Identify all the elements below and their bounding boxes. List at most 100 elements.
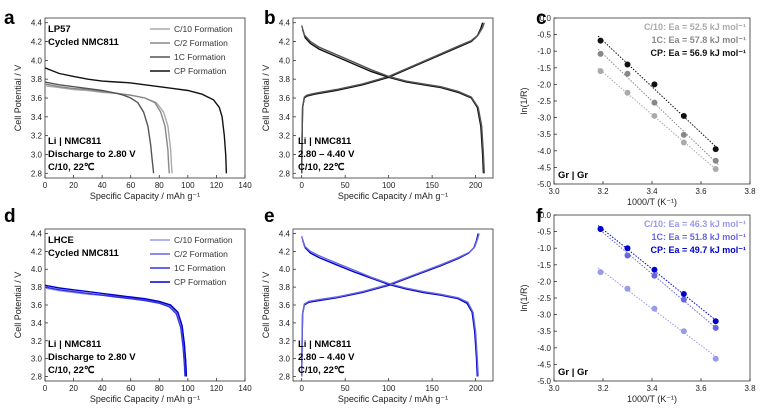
- y-axis-label: Cell Potential / V: [261, 272, 271, 339]
- x-tick-label: 0: [299, 384, 304, 393]
- x-axis-label: Specific Capacity / mAh g⁻¹: [338, 191, 448, 201]
- data-point: [712, 324, 719, 331]
- y-axis-label: Cell Potential / V: [13, 65, 23, 132]
- condition-line: C/10, 22℃: [48, 162, 95, 173]
- y-tick-label: -1.0: [537, 47, 551, 56]
- y-tick-label: 3.8: [31, 283, 43, 292]
- data-point: [597, 37, 604, 44]
- series-line: [45, 284, 188, 377]
- data-point: [624, 245, 631, 252]
- data-point: [651, 272, 658, 279]
- panel-label-b: b: [264, 8, 276, 29]
- panel-e: 0 50 100 150 200 2.8 3.0 3.2 3.4 3.6 3.8 4.0 4.2 4.4 S…: [261, 206, 494, 404]
- y-tick-label: 3.6: [279, 94, 291, 103]
- panel-info-line: Cycled NMC811: [48, 37, 119, 48]
- condition-line: C/10, 22℃: [298, 365, 345, 376]
- data-point: [651, 99, 658, 106]
- panel-label-f: f: [536, 206, 543, 227]
- y-tick-label: 4.0: [31, 265, 43, 274]
- x-tick-label: 3.0: [548, 187, 560, 196]
- x-tick-label: 20: [69, 181, 78, 190]
- data-point: [597, 269, 604, 276]
- series-line: [301, 29, 485, 174]
- x-tick-label: 3.6: [695, 187, 707, 196]
- y-axis-label: Cell Potential / V: [13, 272, 23, 339]
- condition-line: Discharge to 2.80 V: [48, 352, 136, 363]
- ea-line: C/10: Ea = 52.5 kJ mol⁻¹: [644, 22, 746, 32]
- y-tick-label: 3.6: [279, 301, 291, 310]
- condition-line: Li | NMC811: [298, 136, 352, 147]
- y-tick-label: 3.6: [31, 94, 43, 103]
- y-tick-label: 3.8: [279, 75, 291, 84]
- y-tick-label: -2.0: [537, 277, 551, 286]
- y-tick-label: -4.5: [537, 163, 551, 172]
- panel-f: 3.0 3.2 3.4 3.6 3.8 0.0 -0.5 -1.0 -1.5 -2.0 -2.5 -3…: [519, 206, 756, 404]
- x-tick-label: 40: [98, 181, 107, 190]
- panel-label-c: c: [536, 8, 547, 29]
- condition-line: C/10, 22℃: [48, 365, 95, 376]
- condition-line: 2.80 – 4.40 V: [298, 352, 355, 363]
- series-line: [45, 67, 228, 174]
- y-tick-label: 4.4: [279, 229, 291, 238]
- x-tick-label: 0: [43, 384, 48, 393]
- x-tick-label: 140: [238, 384, 252, 393]
- data-point: [651, 305, 658, 312]
- y-tick-label: -4.5: [537, 360, 551, 369]
- y-axis-label: ln(1/R): [519, 284, 529, 311]
- y-tick-label: 3.4: [31, 319, 43, 328]
- y-tick-label: 3.6: [31, 301, 43, 310]
- y-tick-label: 3.8: [31, 75, 43, 84]
- ea-line: 1C: Ea = 57.8 kJ mol⁻¹: [651, 35, 746, 45]
- condition-line: Li | NMC811: [48, 339, 102, 350]
- condition-line: 2.80 – 4.40 V: [298, 149, 355, 160]
- panel-d: 0 20 40 60 80 100 120 140 2.8 3.0 3.2 3.4 3.6 3.8 4.0 4…: [4, 206, 252, 404]
- y-tick-label: -1.5: [537, 64, 551, 73]
- series-line: [45, 83, 170, 174]
- x-tick-label: 3.4: [646, 384, 658, 393]
- x-tick-label: 3.6: [695, 384, 707, 393]
- series-line: [301, 239, 478, 377]
- data-point: [624, 252, 631, 259]
- x-tick-label: 3.2: [597, 187, 609, 196]
- y-tick-label: 3.2: [31, 337, 43, 346]
- data-point: [624, 89, 631, 96]
- x-tick-label: 3.2: [597, 384, 609, 393]
- panel-info-line: LHCE: [48, 235, 74, 246]
- data-point: [680, 296, 687, 303]
- y-tick-label: 4.2: [31, 247, 43, 256]
- y-tick-label: 4.0: [279, 56, 291, 65]
- series-line: [45, 286, 188, 377]
- y-axis-label: ln(1/R): [519, 87, 529, 114]
- series-line: [45, 286, 186, 377]
- legend-entry: CP Formation: [174, 66, 227, 76]
- y-tick-label: -3.0: [537, 114, 551, 123]
- y-tick-label: 3.4: [279, 319, 291, 328]
- y-tick-label: 3.2: [279, 132, 291, 141]
- x-tick-label: 80: [155, 181, 164, 190]
- data-point: [597, 225, 604, 232]
- y-tick-label: 4.0: [31, 56, 43, 65]
- x-tick-label: 150: [425, 181, 439, 190]
- y-tick-label: 4.2: [279, 38, 291, 47]
- data-point: [680, 139, 687, 146]
- y-tick-label: -4.0: [537, 344, 551, 353]
- legend-entry: C/2 Formation: [174, 249, 228, 259]
- legend-entry: C/10 Formation: [174, 24, 233, 34]
- fit-line: [597, 227, 719, 331]
- y-tick-label: 2.8: [279, 169, 291, 178]
- legend-entry: C/2 Formation: [174, 38, 228, 48]
- ea-line: C/10: Ea = 46.3 kJ mol⁻¹: [644, 219, 746, 229]
- data-point: [712, 146, 719, 153]
- ea-line: CP: Ea = 56.9 kJ mol⁻¹: [650, 48, 746, 58]
- x-tick-label: 140: [238, 181, 252, 190]
- x-tick-label: 50: [341, 181, 350, 190]
- y-tick-label: -3.0: [537, 311, 551, 320]
- data-point: [712, 355, 719, 362]
- x-tick-label: 3.0: [548, 384, 560, 393]
- panel-info-line: LP57: [48, 24, 71, 35]
- y-axis-label: Cell Potential / V: [261, 65, 271, 132]
- y-tick-label: 3.0: [31, 355, 43, 364]
- panel-label-a: a: [4, 8, 15, 29]
- condition-line: Discharge to 2.80 V: [48, 149, 136, 160]
